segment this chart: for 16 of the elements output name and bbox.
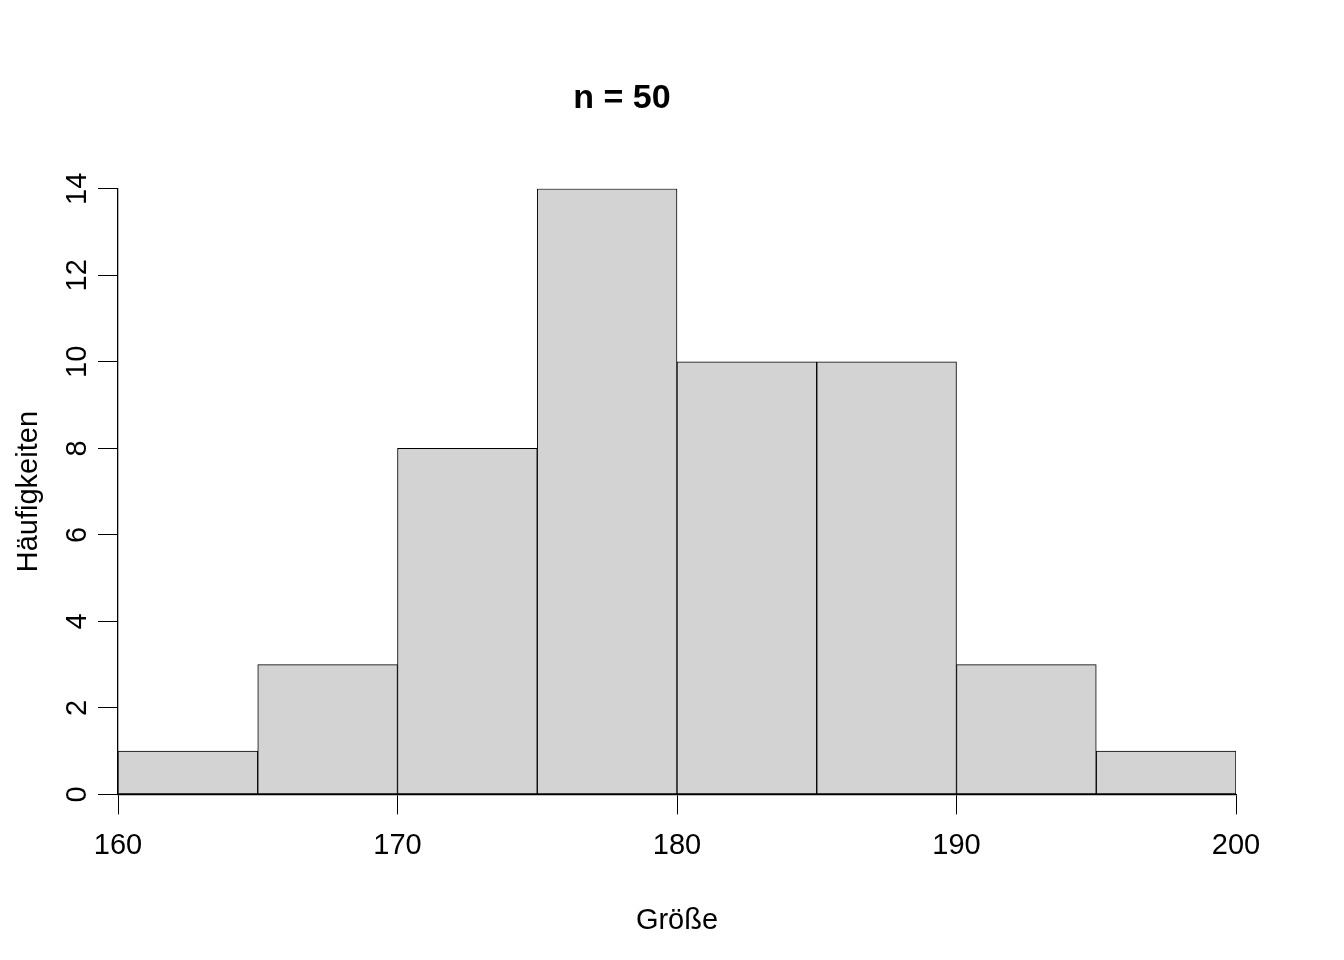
y-tick-label: 0 [60, 786, 92, 803]
y-tick-label: 6 [60, 526, 92, 543]
x-axis-title: Größe [635, 902, 719, 935]
y-tick-label: 14 [60, 172, 92, 205]
x-tick-label: 170 [373, 827, 422, 860]
y-tick-label: 12 [60, 259, 92, 292]
chart-title: n = 50 [573, 76, 671, 115]
x-tick-label: 180 [652, 827, 702, 860]
y-tick-label: 8 [60, 440, 92, 457]
x-tick-label: 200 [1211, 827, 1261, 860]
x-tick-label: 160 [93, 827, 143, 860]
x-tick-label: 190 [932, 827, 981, 860]
y-tick-label: 2 [60, 699, 92, 716]
y-tick-label: 10 [60, 345, 92, 378]
y-axis-title: Häufigkeiten [11, 410, 44, 573]
y-tick-label: 4 [60, 613, 92, 630]
